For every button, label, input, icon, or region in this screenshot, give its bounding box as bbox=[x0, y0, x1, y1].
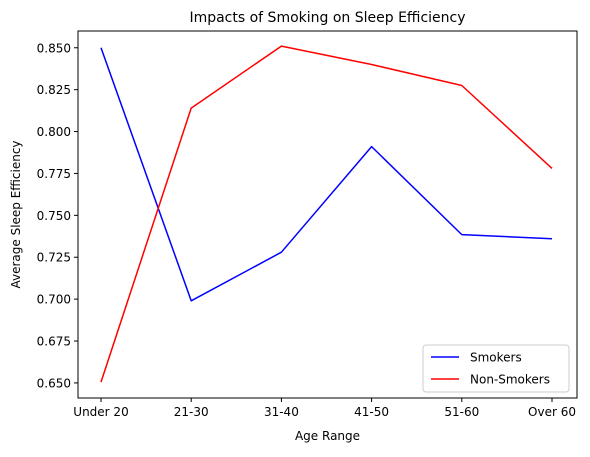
series-line-0 bbox=[100, 47, 553, 302]
legend-label-0: Smokers bbox=[470, 351, 522, 365]
y-tick-label: 0.675 bbox=[37, 335, 71, 349]
y-tick-label: 0.725 bbox=[37, 251, 71, 265]
x-axis-label: Age Range bbox=[295, 429, 360, 443]
y-tick-label: 0.650 bbox=[37, 376, 71, 390]
legend-label-1: Non-Smokers bbox=[470, 373, 550, 387]
y-tick-label: 0.825 bbox=[37, 83, 71, 97]
y-axis-label: Average Sleep Efficiency bbox=[9, 140, 23, 288]
legend: Smokers Non-Smokers bbox=[422, 344, 570, 393]
y-tick-label: 0.850 bbox=[37, 41, 71, 55]
x-tick-label: Over 60 bbox=[528, 405, 576, 419]
y-axis-ticks: 0.650 0.675 0.700 0.725 0.750 0.775 0.800 0.825… bbox=[37, 41, 78, 390]
x-tick-label: 41-50 bbox=[354, 405, 389, 419]
chart-title: Impacts of Smoking on Sleep Efficiency bbox=[189, 10, 465, 26]
x-tick-label: 31-40 bbox=[264, 405, 299, 419]
y-tick-label: 0.775 bbox=[37, 167, 71, 181]
x-tick-label: Under 20 bbox=[73, 405, 128, 419]
y-tick-label: 0.700 bbox=[37, 293, 71, 307]
x-tick-label: 51-60 bbox=[444, 405, 479, 419]
plot-frame bbox=[77, 30, 578, 399]
x-tick-label: 21-30 bbox=[174, 405, 209, 419]
series-line-1 bbox=[100, 45, 553, 383]
y-tick-label: 0.750 bbox=[37, 209, 71, 223]
legend-box bbox=[422, 344, 570, 393]
plot-lines bbox=[100, 45, 553, 383]
x-axis-ticks: Under 20 21-30 31-40 41-50 51-60 Over 60 bbox=[73, 398, 576, 419]
y-tick-label: 0.800 bbox=[37, 125, 71, 139]
